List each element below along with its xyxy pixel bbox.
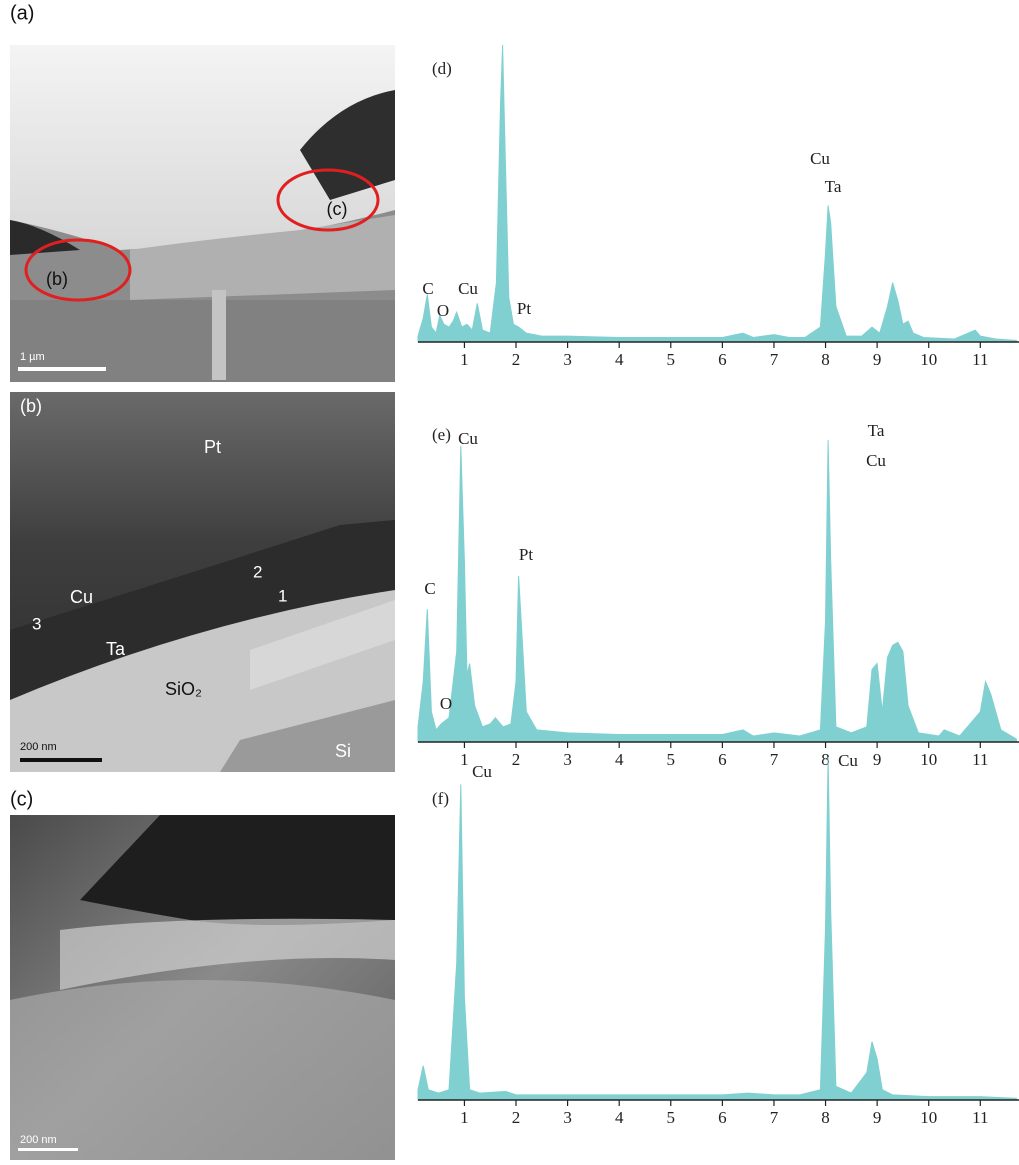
peak-label: Cu — [458, 279, 478, 298]
peak-label: Ta — [868, 421, 885, 440]
x-tick-label: 7 — [770, 1108, 779, 1127]
x-tick-label: 11 — [972, 750, 988, 769]
peak-label: C — [422, 279, 433, 298]
scale-bar-label: 1 µm — [20, 351, 45, 363]
image-text: Si — [335, 741, 351, 761]
tem-image-c — [10, 815, 395, 1160]
chart-title: (d) — [432, 59, 452, 78]
panel-label: (a) — [10, 2, 34, 24]
peak-label: O — [440, 694, 452, 713]
x-tick-label: 3 — [563, 350, 572, 369]
x-tick-label: 2 — [512, 350, 521, 369]
chart-title: (e) — [432, 425, 451, 444]
x-tick-label: 9 — [873, 350, 882, 369]
peak-label: Pt — [519, 545, 533, 564]
spectrum-area — [418, 45, 1016, 342]
x-tick-label: 9 — [873, 750, 882, 769]
x-tick-label: 6 — [718, 1108, 727, 1127]
callout-label: (b) — [46, 269, 68, 289]
x-tick-label: 8 — [821, 1108, 830, 1127]
x-tick-label: 11 — [972, 350, 988, 369]
x-tick-label: 2 — [512, 1108, 521, 1127]
peak-label: C — [424, 579, 435, 598]
x-tick-label: 5 — [667, 350, 676, 369]
x-tick-label: 9 — [873, 1108, 882, 1127]
peak-label: Cu — [458, 429, 478, 448]
x-tick-label: 1 — [460, 1108, 469, 1127]
figure: (a) (b) (c) 1 µm (b) Pt Cu Ta SiO₂ Si 1 … — [0, 0, 1019, 1165]
x-tick-label: 2 — [512, 750, 521, 769]
panel-label: (c) — [10, 788, 33, 810]
x-tick-label: 3 — [563, 1108, 572, 1127]
x-tick-label: 10 — [920, 750, 937, 769]
x-tick-label: 4 — [615, 350, 624, 369]
image-text: SiO₂ — [165, 679, 202, 699]
peak-label: Cu — [472, 762, 492, 781]
peak-label: Pt — [517, 299, 531, 318]
peak-label: Ta — [825, 177, 842, 196]
x-tick-label: 5 — [667, 1108, 676, 1127]
peak-label: O — [437, 301, 449, 320]
x-tick-label: 10 — [920, 1108, 937, 1127]
spectrum-area — [418, 757, 1016, 1100]
x-tick-label: 7 — [770, 750, 779, 769]
image-text: 1 — [278, 586, 287, 605]
x-tick-label: 4 — [615, 1108, 624, 1127]
x-tick-label: 5 — [667, 750, 676, 769]
scale-bar-label: 200 nm — [20, 1134, 57, 1146]
x-tick-label: 7 — [770, 350, 779, 369]
x-tick-label: 1 — [460, 350, 469, 369]
peak-label: Cu — [866, 451, 886, 470]
chart-title: (f) — [432, 789, 449, 808]
panel-label: (b) — [20, 396, 42, 416]
spectrum-area — [418, 440, 1016, 742]
x-tick-label: 1 — [460, 750, 469, 769]
x-tick-label: 3 — [563, 750, 572, 769]
tem-image-b — [10, 392, 395, 772]
scale-bar-label: 200 nm — [20, 741, 57, 753]
image-text: 3 — [32, 614, 41, 633]
x-tick-label: 8 — [821, 350, 830, 369]
x-tick-label: 4 — [615, 750, 624, 769]
x-tick-label: 6 — [718, 350, 727, 369]
image-text: Pt — [204, 437, 221, 457]
peak-label: Cu — [838, 751, 858, 770]
peak-label: Cu — [810, 149, 830, 168]
x-tick-label: 10 — [920, 350, 937, 369]
image-text: 2 — [253, 562, 262, 581]
x-tick-label: 11 — [972, 1108, 988, 1127]
image-text: Cu — [70, 587, 93, 607]
callout-label: (c) — [327, 199, 348, 219]
x-tick-label: 6 — [718, 750, 727, 769]
image-text: Ta — [106, 639, 126, 659]
